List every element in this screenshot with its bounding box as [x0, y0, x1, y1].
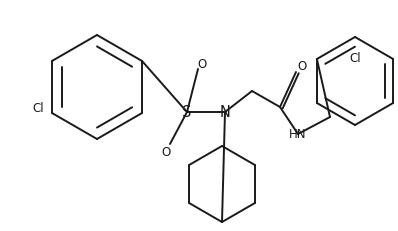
- Text: HN: HN: [289, 128, 307, 141]
- Text: O: O: [197, 57, 207, 70]
- Text: O: O: [297, 59, 306, 72]
- Text: Cl: Cl: [32, 102, 44, 115]
- Text: N: N: [220, 105, 230, 120]
- Text: S: S: [182, 105, 192, 120]
- Text: O: O: [161, 146, 171, 159]
- Text: Cl: Cl: [349, 52, 361, 65]
